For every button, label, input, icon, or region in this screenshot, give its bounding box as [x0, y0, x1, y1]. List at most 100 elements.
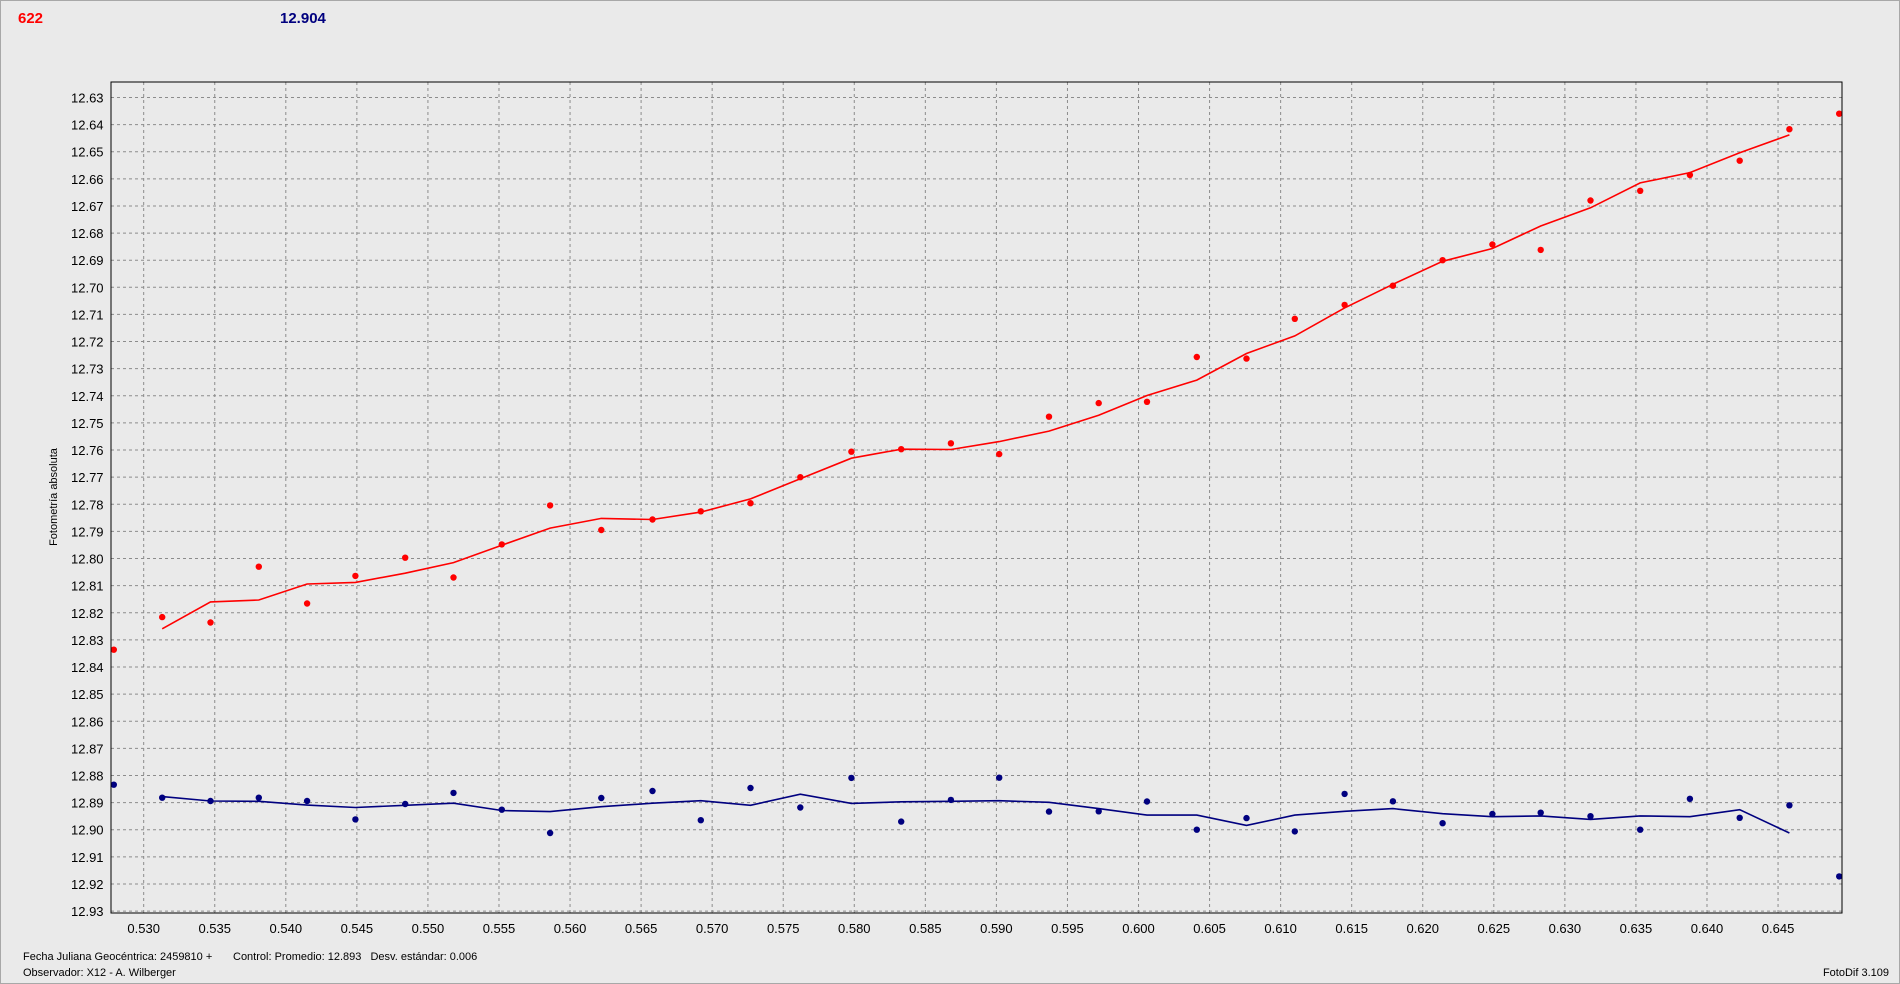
target-data-point — [352, 572, 359, 580]
target-data-point — [546, 502, 554, 509]
control-data-point — [1389, 798, 1397, 805]
control-data-point — [1243, 814, 1250, 822]
target-data-point — [1143, 398, 1151, 405]
control-data-point — [747, 784, 754, 792]
x-tick-label: 0.615 — [1335, 921, 1368, 936]
y-tick-label: 12.64 — [71, 118, 104, 133]
x-tick-label: 0.540 — [270, 921, 303, 936]
x-tick-label: 0.535 — [198, 921, 231, 936]
control-data-point — [255, 794, 262, 801]
control-data-point — [1489, 810, 1496, 818]
y-tick-label: 12.75 — [71, 416, 104, 431]
target-data-point — [255, 563, 262, 570]
y-tick-label: 12.76 — [71, 443, 104, 458]
target-data-point — [450, 574, 457, 581]
control-data-point — [1143, 798, 1151, 805]
y-tick-label: 12.77 — [71, 470, 104, 485]
y-tick-label: 12.92 — [71, 877, 104, 892]
target-data-point — [649, 516, 656, 523]
y-tick-label: 12.65 — [71, 145, 104, 160]
grid — [111, 82, 1842, 913]
observer-label: Observador: X12 - A. Wilberger — [23, 967, 176, 979]
smoothed-lines — [161, 134, 1790, 834]
control-data-point — [1045, 808, 1053, 815]
y-tick-label: 12.67 — [71, 199, 104, 214]
control-data-point — [1291, 828, 1299, 835]
control-data-point — [207, 797, 214, 805]
target-data-point — [402, 554, 409, 561]
target-data-point — [1736, 157, 1743, 164]
y-tick-label: 12.72 — [71, 335, 104, 350]
x-tick-label: 0.610 — [1264, 921, 1297, 936]
control-data-point — [1537, 809, 1544, 816]
y-tick-label: 12.90 — [71, 823, 104, 838]
control-data-point — [649, 787, 656, 795]
target-data-point — [947, 440, 955, 447]
target-data-point — [1587, 197, 1594, 204]
target-data-point — [1686, 171, 1694, 179]
x-tick-label: 0.580 — [838, 921, 871, 936]
control-data-point — [848, 774, 855, 782]
target-data-point — [598, 526, 605, 534]
x-tick-label: 0.625 — [1478, 921, 1511, 936]
control-average-label: 12.904 — [280, 10, 326, 27]
y-tick-label: 12.73 — [71, 362, 104, 377]
x-tick-label: 0.595 — [1051, 921, 1084, 936]
x-tick-label: 0.620 — [1406, 921, 1439, 936]
control-data-point — [1786, 802, 1793, 809]
y-tick-label: 12.80 — [71, 552, 104, 567]
target-data-point — [1637, 187, 1644, 194]
target-data-point — [996, 450, 1003, 458]
target-data-point — [159, 613, 166, 621]
x-tick-label: 0.590 — [980, 921, 1013, 936]
control-data-point — [1736, 814, 1743, 821]
x-tick-label: 0.530 — [127, 921, 160, 936]
target-data-point — [747, 500, 754, 507]
y-tick-label: 12.87 — [71, 741, 104, 756]
y-axis-ticks: 12.63 12.64 12.65 12.66 12.67 12.68 12.69 12.70… — [71, 90, 104, 919]
control-mean-label: Control: Promedio: 12.893 — [233, 951, 362, 963]
photometry-chart: 0.530 0.535 0.540 0.545 0.550 0.555 0.560 0.565… — [48, 81, 1843, 936]
x-tick-label: 0.565 — [625, 921, 658, 936]
x-tick-label: 0.640 — [1691, 921, 1724, 936]
x-tick-label: 0.560 — [554, 921, 587, 936]
y-tick-label: 12.85 — [71, 687, 104, 702]
y-tick-label: 12.84 — [71, 660, 104, 675]
target-data-point — [207, 619, 214, 626]
control-data-point — [1095, 808, 1102, 815]
control-smoothed-line — [162, 793, 1790, 834]
target-data-point — [1439, 257, 1446, 264]
x-tick-label: 0.555 — [483, 921, 516, 936]
control-data-point — [797, 804, 804, 811]
control-data-point — [947, 796, 955, 804]
target-data-point — [303, 600, 311, 607]
control-data-point — [697, 817, 704, 824]
y-axis-label: Fotometría absoluta — [48, 447, 60, 546]
target-data-point — [1193, 353, 1201, 361]
x-tick-label: 0.635 — [1620, 921, 1653, 936]
target-data-point — [1389, 282, 1397, 289]
control-data-point — [1587, 813, 1594, 820]
y-tick-label: 12.79 — [71, 524, 104, 539]
y-tick-label: 12.78 — [71, 497, 104, 512]
y-tick-label: 12.88 — [71, 768, 104, 783]
plot-area — [111, 82, 1842, 913]
control-data-point — [1439, 820, 1446, 827]
y-tick-label: 12.68 — [71, 226, 104, 241]
control-data-point — [303, 797, 311, 805]
y-tick-label: 12.74 — [71, 389, 104, 404]
target-data-point — [1341, 301, 1348, 309]
target-data-point — [1095, 399, 1102, 407]
control-data-point — [598, 794, 605, 802]
julian-date-label: Fecha Juliana Geocéntrica: 2459810 + — [23, 951, 213, 963]
control-data-point — [1637, 826, 1644, 833]
y-tick-label: 12.82 — [71, 606, 104, 621]
target-data-point — [797, 474, 804, 481]
y-tick-label: 12.69 — [71, 253, 104, 268]
control-data-point — [159, 794, 166, 801]
control-data-point — [450, 789, 457, 797]
x-tick-label: 0.605 — [1193, 921, 1226, 936]
version-label: FotoDif 3.109 — [1822, 967, 1889, 979]
target-data-point — [898, 446, 905, 453]
target-data-point — [498, 541, 505, 548]
